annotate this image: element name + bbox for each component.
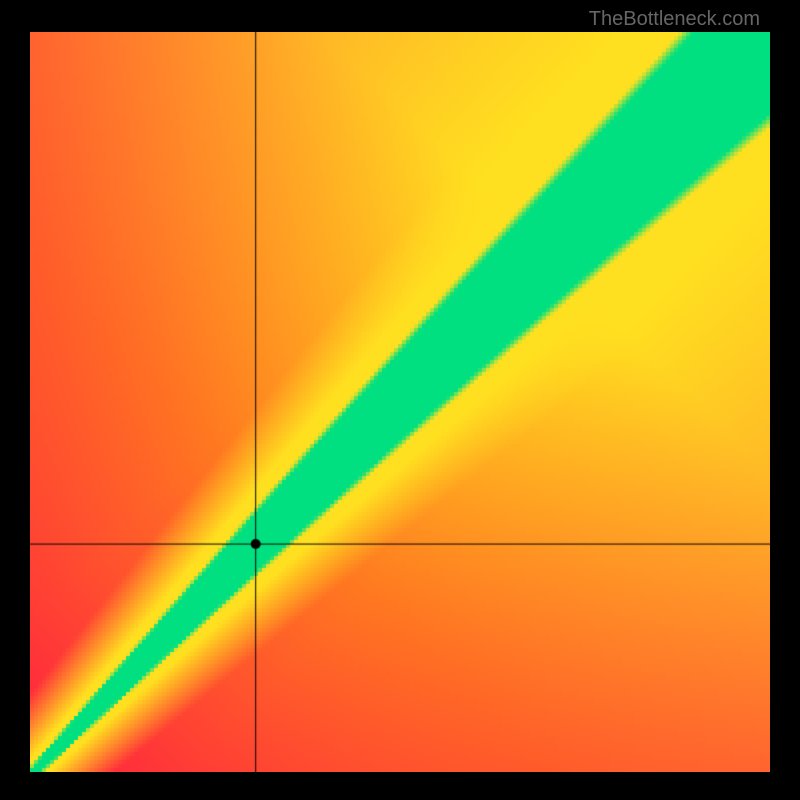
bottleneck-heatmap: [30, 32, 770, 772]
watermark-text: TheBottleneck.com: [589, 8, 760, 31]
heatmap-canvas: [30, 32, 770, 772]
